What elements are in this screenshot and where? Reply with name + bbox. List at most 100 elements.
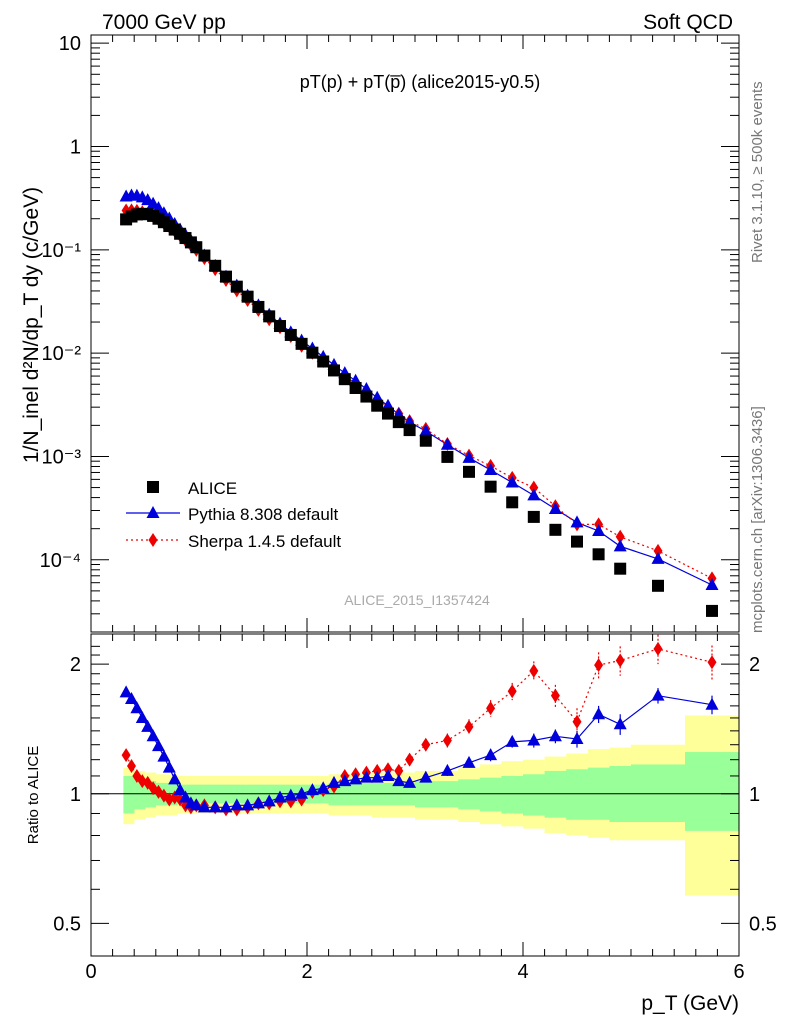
ratio-sherpa-point bbox=[594, 658, 604, 673]
main-alice-point bbox=[338, 373, 351, 386]
main-alice-point bbox=[614, 562, 627, 575]
mcplots-label: mcplots.cern.ch [arXiv:1306.3436] bbox=[749, 406, 766, 633]
ratio-band-bin bbox=[123, 775, 135, 814]
main-y-axis-label: 1/N_inel d²N/dp_T dy (c/GeV) bbox=[20, 187, 43, 463]
ratio-sherpa-point bbox=[127, 759, 136, 774]
ratio-data-layer bbox=[119, 634, 719, 817]
main-pythia-point bbox=[592, 523, 606, 536]
x-tick-label: 0 bbox=[85, 961, 96, 983]
ratio-pythia-point bbox=[359, 770, 373, 783]
ratio-pythia-point bbox=[135, 710, 149, 723]
legend-marker bbox=[148, 533, 158, 547]
ratio-pythia-point bbox=[125, 692, 138, 705]
ratio-y-tick-label: 2 bbox=[70, 654, 81, 676]
ratio-pythia-point bbox=[197, 800, 211, 813]
main-alice-point bbox=[295, 337, 308, 350]
ratio-pythia-point bbox=[403, 775, 417, 788]
header-right: Soft QCD bbox=[643, 11, 733, 34]
main-alice-point bbox=[392, 416, 405, 429]
main-alice-point bbox=[230, 280, 243, 293]
ratio-pythia-point bbox=[230, 798, 244, 811]
main-alice-point bbox=[484, 480, 497, 493]
main-alice-point bbox=[652, 579, 664, 592]
ratio-pythia-point bbox=[130, 701, 144, 714]
ratio-sherpa-point bbox=[615, 653, 625, 668]
ratio-sherpa-point bbox=[421, 737, 431, 752]
main-alice-point bbox=[527, 510, 540, 523]
ratio-pythia-point bbox=[613, 717, 627, 730]
main-alice-point bbox=[274, 320, 286, 333]
main-alice-point bbox=[506, 496, 519, 509]
ratio-sherpa-point bbox=[175, 792, 185, 807]
main-pythia-point bbox=[419, 424, 433, 437]
x-axis-label: p_T (GeV) bbox=[641, 992, 739, 1015]
ratio-pythia-point bbox=[241, 798, 255, 811]
ratio-ticks bbox=[90, 634, 740, 956]
legend-marker bbox=[146, 506, 160, 518]
main-pythia-point bbox=[527, 488, 541, 501]
ratio-pythia-point bbox=[119, 685, 133, 698]
ratio-y-axis-label: Ratio to ALICE bbox=[25, 746, 42, 844]
ratio-pythia-point bbox=[168, 772, 182, 785]
ratio-pythia-point bbox=[349, 772, 363, 785]
ratio-pythia-point bbox=[189, 798, 203, 811]
ratio-y-tick-label: 0.5 bbox=[53, 913, 81, 935]
main-alice-point bbox=[549, 523, 562, 536]
main-pythia-point bbox=[505, 475, 519, 488]
main-alice-point bbox=[317, 355, 330, 368]
ratio-pythia-point bbox=[173, 783, 187, 796]
main-y-tick-label: 10⁻¹ bbox=[42, 240, 82, 262]
ratio-pythia-point bbox=[392, 774, 406, 787]
ratio-sherpa-point bbox=[121, 748, 131, 763]
main-alice-point bbox=[306, 346, 319, 359]
ratio-pythia-point bbox=[146, 729, 160, 742]
main-alice-point bbox=[463, 465, 475, 478]
main-alice-point bbox=[209, 259, 222, 272]
legend-label: Sherpa 1.4.5 default bbox=[188, 532, 341, 551]
main-alice-point bbox=[592, 548, 605, 561]
ratio-sherpa-point bbox=[442, 733, 452, 748]
main-alice-point bbox=[252, 300, 265, 313]
main-pythia-point bbox=[613, 539, 627, 552]
rivet-label: Rivet 3.1.10, ≥ 500k events bbox=[749, 81, 766, 263]
main-panel: 10 1 10⁻¹ 10⁻² 10⁻³ 10⁻⁴ pT(p) + pT(p̅) (alic… bbox=[20, 33, 740, 633]
ratio-pythia-point bbox=[208, 800, 222, 813]
ratio-band-bin bbox=[685, 752, 740, 831]
ratio-band-bin bbox=[523, 774, 545, 816]
ratio-pythia-point bbox=[179, 790, 192, 803]
ratio-pythia-point bbox=[284, 788, 298, 801]
legend-label: Pythia 8.308 default bbox=[188, 505, 339, 524]
main-alice-point bbox=[241, 290, 254, 303]
ratio-sherpa-point bbox=[507, 684, 517, 699]
main-alice-point bbox=[220, 270, 232, 283]
main-alice-point bbox=[328, 364, 340, 377]
ratio-sherpa-point bbox=[707, 655, 717, 670]
ratio-y-tick-label: 1 bbox=[70, 784, 81, 806]
ratio-panel: 2 2 1 1 0.5 0.5 0 2 4 6 Ratio to ALICE p_T (GeV) bbox=[25, 633, 777, 1015]
ratio-sherpa-point bbox=[529, 663, 539, 678]
ratio-band-bin bbox=[566, 769, 589, 820]
ratio-sherpa-point bbox=[394, 763, 404, 778]
main-alice-point bbox=[571, 535, 583, 548]
ratio-pythia-point bbox=[316, 781, 330, 794]
ratio-sherpa-point bbox=[464, 719, 474, 734]
legend-marker bbox=[147, 481, 159, 493]
main-alice-point bbox=[706, 604, 718, 617]
ratio-band-bin bbox=[631, 764, 686, 822]
ratio-pythia-point bbox=[295, 786, 309, 799]
legend: ALICE Pythia 8.308 default Sherpa 1.4.5 de… bbox=[126, 479, 341, 551]
ratio-pythia-point bbox=[273, 790, 287, 803]
ratio-sherpa-point bbox=[550, 688, 560, 703]
ratio-band-bin bbox=[134, 779, 146, 810]
main-alice-point bbox=[419, 434, 432, 447]
ratio-pythia-point bbox=[262, 794, 276, 807]
x-tick-label: 6 bbox=[733, 961, 744, 983]
ratio-pythia-point bbox=[141, 719, 155, 732]
ratio-pythia-point bbox=[705, 697, 719, 710]
ratio-pythia-point bbox=[419, 770, 433, 783]
ratio-y-tick-label-right: 2 bbox=[749, 654, 760, 676]
main-pythia-point bbox=[440, 437, 454, 450]
ratio-pythia-point bbox=[462, 755, 476, 768]
ratio-y-tick-label-right: 1 bbox=[749, 784, 760, 806]
